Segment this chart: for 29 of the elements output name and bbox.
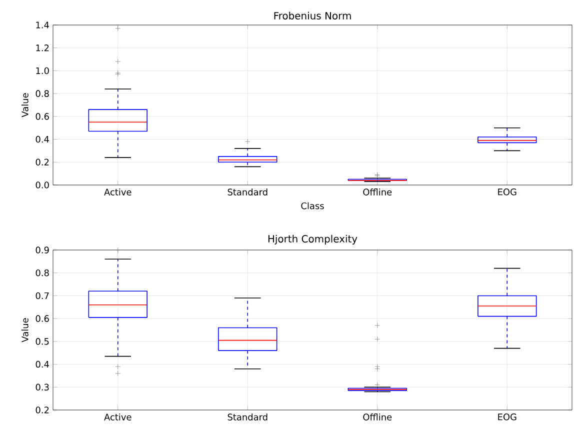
y-axis-title: Value (21, 93, 28, 118)
y-tick-label: 0.8 (36, 90, 49, 97)
x-tick-label: Active (104, 414, 132, 420)
x-tick-label: EOG (498, 414, 516, 420)
chart-title: Frobenius Norm (274, 12, 351, 20)
x-tick-label: Standard (228, 188, 268, 196)
chart-title: Hjorth Complexity (268, 234, 358, 244)
x-tick-label: Active (104, 188, 132, 196)
x-tick-label: Offline (363, 188, 392, 196)
y-tick-label: 0.9 (36, 246, 49, 254)
y-tick-label: 0.0 (36, 182, 49, 188)
y-axis-title: Value (21, 318, 28, 342)
y-tick-label: 0.7 (36, 292, 49, 300)
y-tick-label: 0.6 (36, 315, 49, 322)
y-tick-label: 0.3 (36, 384, 49, 391)
x-tick-label: Standard (228, 414, 268, 420)
y-tick-label: 1.0 (36, 67, 49, 74)
x-tick-label: EOG (498, 188, 516, 196)
y-tick-label: 0.4 (36, 136, 49, 143)
y-tick-label: 0.2 (36, 158, 49, 166)
y-tick-label: 0.2 (36, 406, 49, 414)
y-tick-label: 1.4 (36, 22, 49, 28)
y-tick-label: 0.6 (36, 113, 49, 120)
y-tick-label: 0.5 (36, 338, 49, 345)
x-tick-label: Offline (363, 414, 392, 420)
y-tick-label: 0.8 (36, 269, 49, 276)
y-tick-label: 1.2 (36, 44, 49, 52)
x-axis-title: Class (301, 202, 324, 210)
y-tick-label: 0.4 (36, 360, 49, 368)
